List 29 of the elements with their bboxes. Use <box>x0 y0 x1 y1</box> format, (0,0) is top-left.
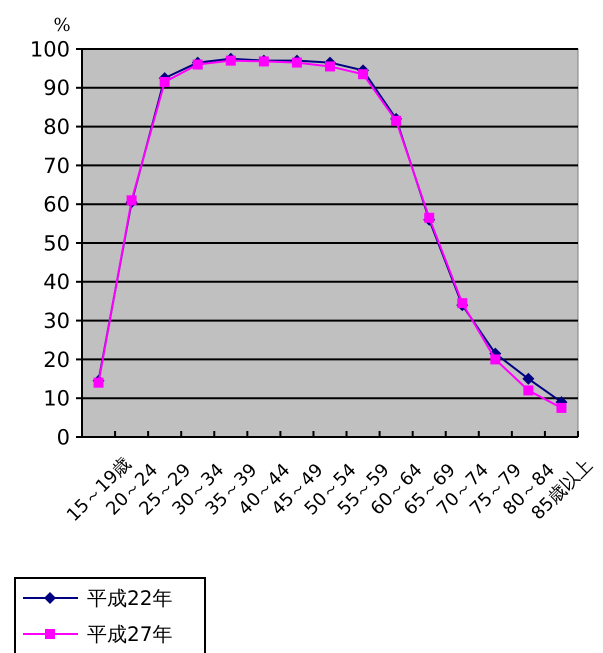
point <box>292 58 302 68</box>
y-tick-label: 40 <box>43 270 70 294</box>
y-tick-label: 20 <box>43 348 70 372</box>
y-tick-label: 70 <box>43 154 70 178</box>
point <box>126 195 137 206</box>
point <box>522 372 534 385</box>
y-tick-label: 90 <box>43 76 70 100</box>
point <box>457 298 468 308</box>
point <box>160 76 170 87</box>
legend-label: 平成27年 <box>87 622 172 646</box>
point <box>490 354 500 364</box>
legend-label: 平成22年 <box>87 586 172 610</box>
point <box>523 385 534 396</box>
y-tick-label: 50 <box>43 231 70 256</box>
y-tick-label: 30 <box>43 308 70 333</box>
point <box>391 116 402 126</box>
point <box>325 61 335 72</box>
y-tick-label: 60 <box>43 192 70 217</box>
point <box>226 56 236 66</box>
point <box>556 402 566 413</box>
y-tick-label: 0 <box>56 425 70 450</box>
y-axis-title: % <box>53 15 71 36</box>
point <box>94 378 104 388</box>
y-tick-label: 100 <box>30 37 70 62</box>
point <box>358 69 368 80</box>
point <box>424 212 434 223</box>
y-tick-label: 10 <box>43 386 70 411</box>
y-tick-label: 80 <box>43 114 70 139</box>
point <box>192 60 203 70</box>
